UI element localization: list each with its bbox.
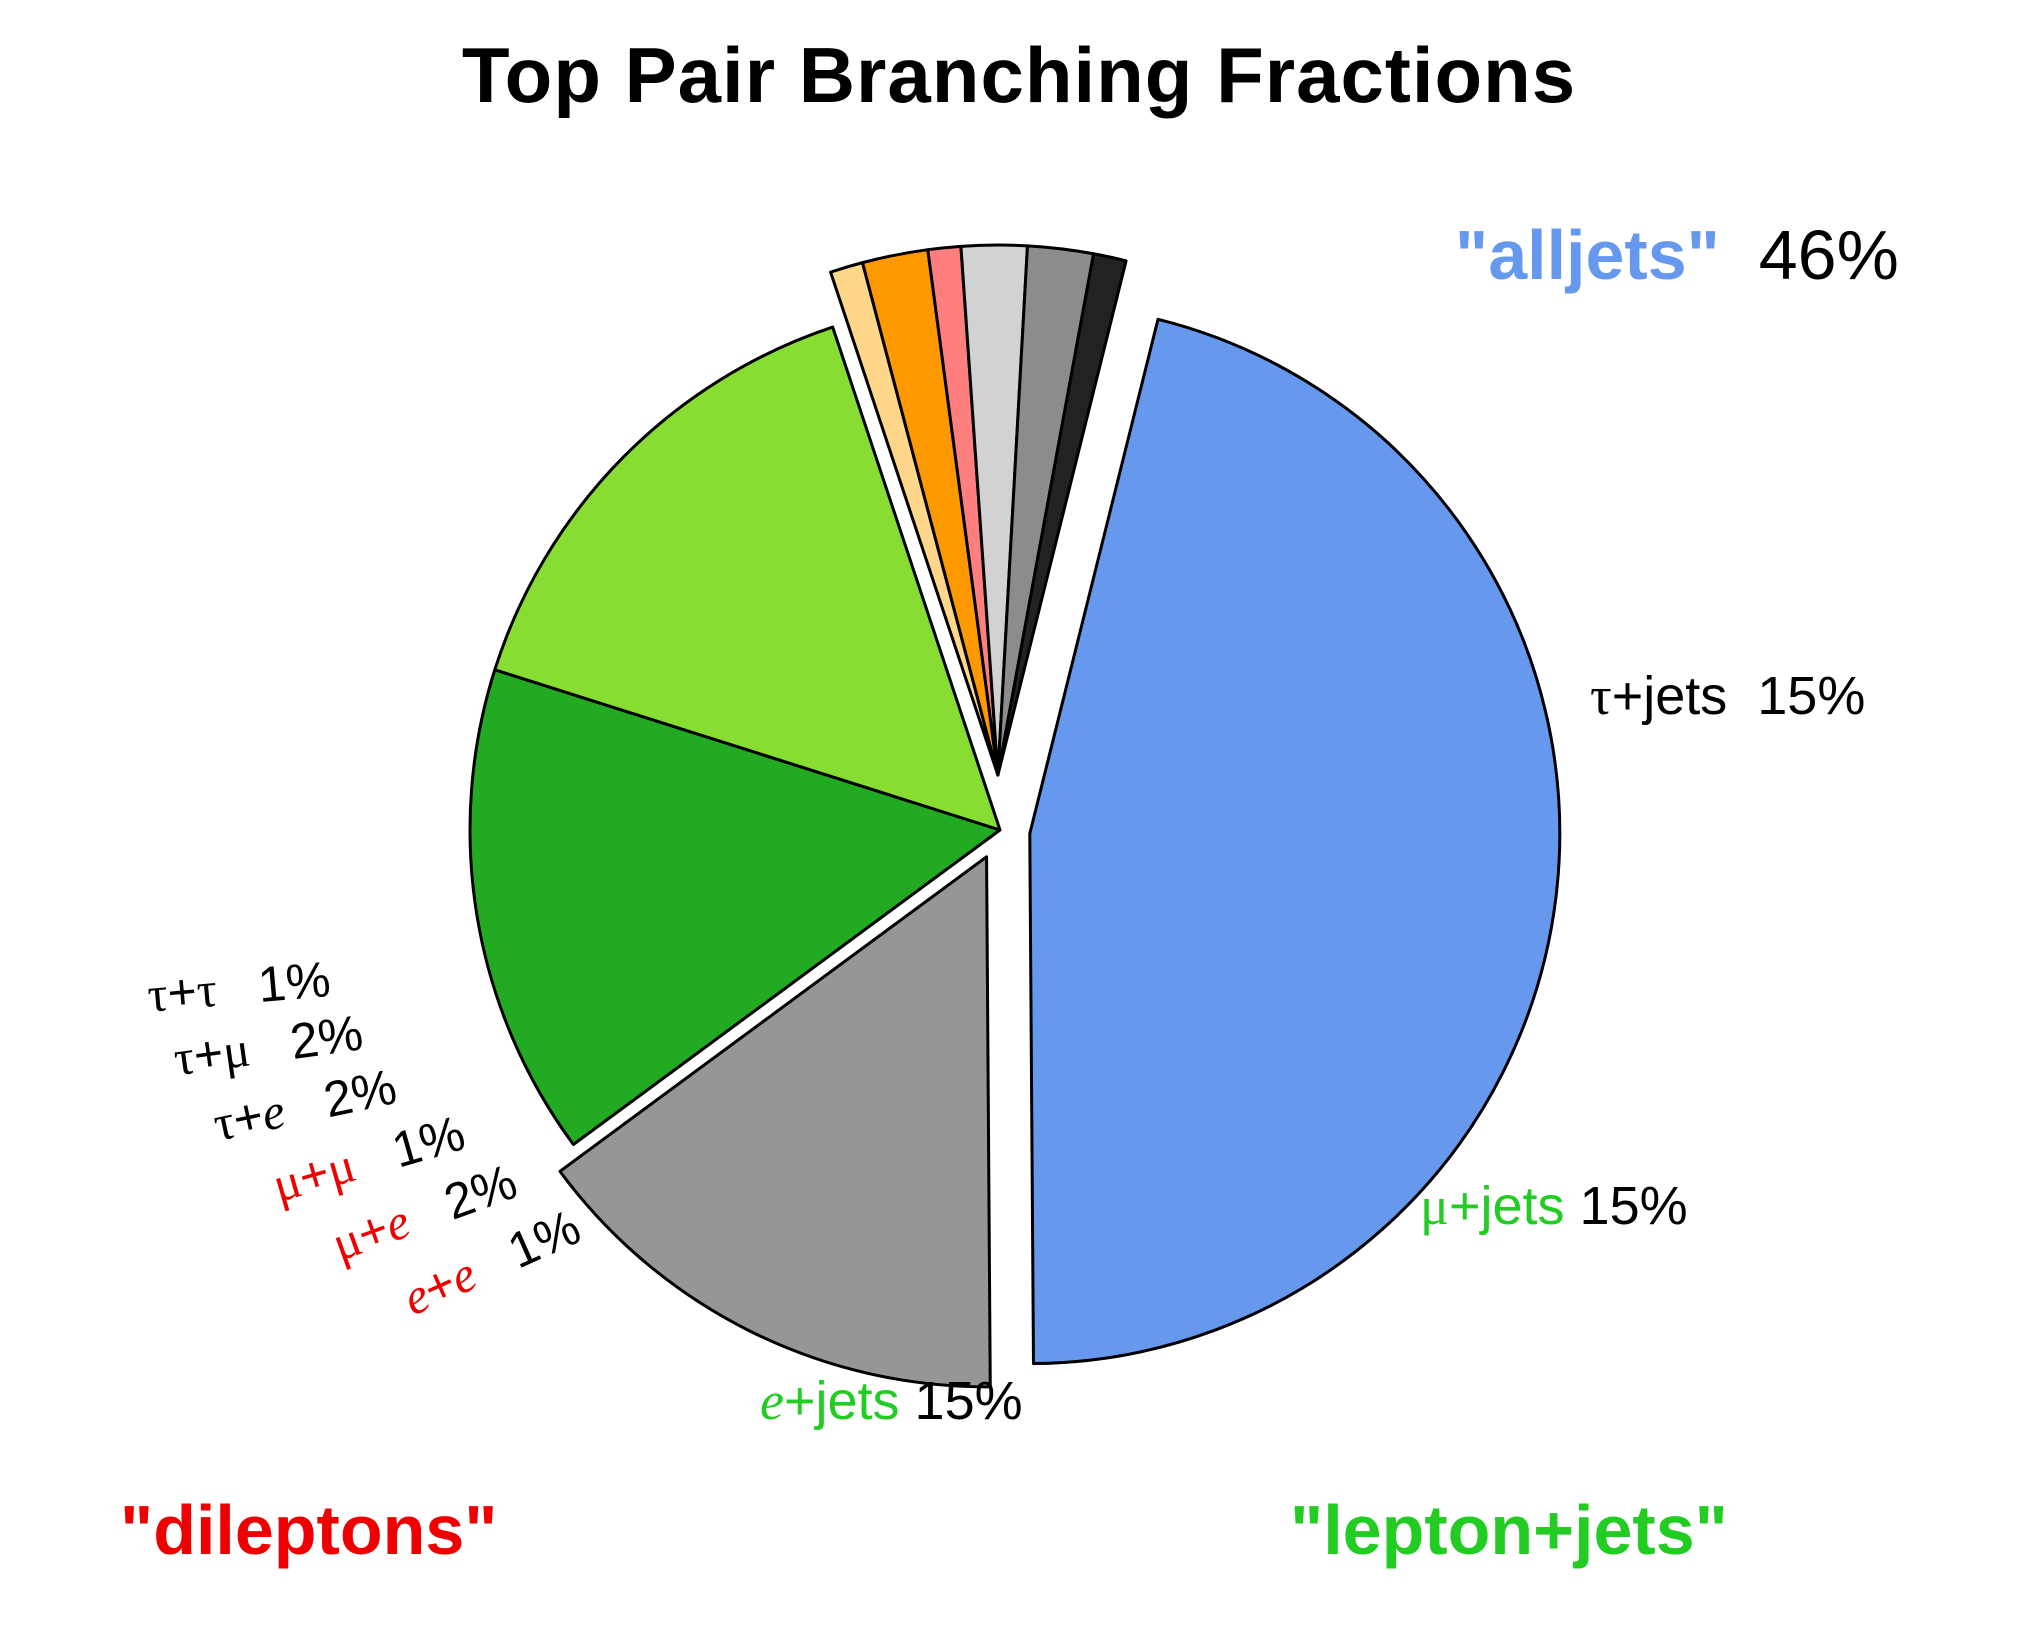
chart-stage: Top Pair Branching Fractions "alljets" 4… <box>0 0 2038 1629</box>
label-mu_jets_lbl: μ+jets 15% <box>1420 1175 1688 1237</box>
label-tau_jets_lbl: τ+jets 15% <box>1590 665 1865 727</box>
label-dileptons_cat: "dileptons" <box>120 1490 497 1570</box>
label-alljets_lbl: "alljets" 46% <box>1455 215 1899 295</box>
label-leptonjets_cat: "lepton+jets" <box>1290 1490 1728 1570</box>
label-e_jets_lbl: e+jets 15% <box>760 1370 1023 1432</box>
